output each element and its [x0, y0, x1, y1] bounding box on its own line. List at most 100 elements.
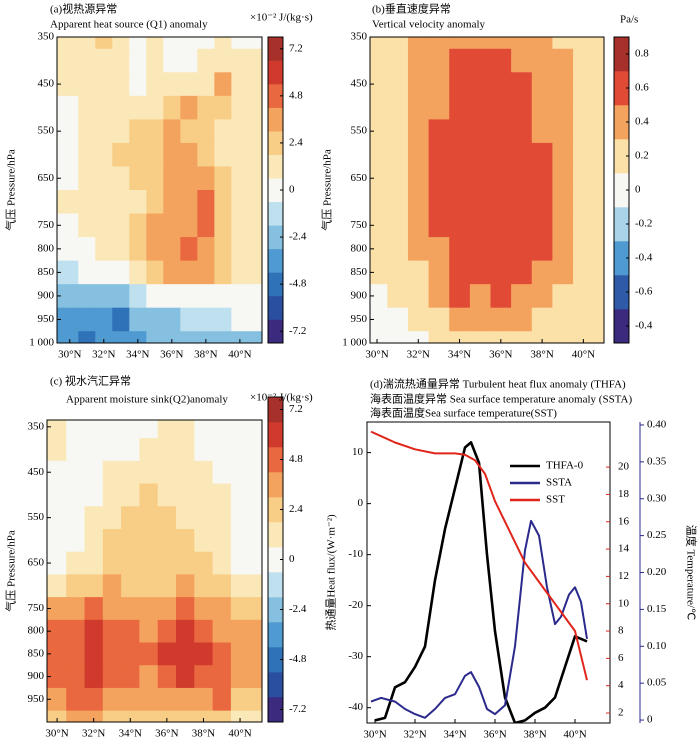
cell	[102, 619, 122, 643]
colorbar-tick-label: 2.4	[289, 136, 303, 148]
cell	[552, 72, 574, 97]
cell	[230, 574, 263, 598]
cell	[57, 331, 79, 344]
y-tick-label: 350	[28, 420, 45, 432]
cell	[387, 166, 409, 191]
cell	[428, 166, 450, 191]
cell	[47, 710, 67, 723]
cell	[146, 142, 164, 167]
cell	[428, 213, 450, 238]
cell	[407, 307, 430, 332]
cell	[197, 331, 215, 344]
cell	[146, 37, 164, 50]
cell	[139, 619, 159, 643]
y-axis-label: 气压 Pressure/hPa	[320, 149, 334, 231]
cell	[370, 95, 388, 120]
cell	[180, 95, 198, 120]
cell	[230, 665, 263, 689]
cell	[230, 597, 263, 621]
cell	[121, 687, 140, 712]
cell	[157, 506, 177, 530]
cell	[78, 48, 96, 73]
units: ×10⁻² J/(kg·s)	[250, 392, 313, 404]
cell	[47, 460, 67, 484]
cell	[387, 331, 409, 344]
colorbar-bin	[268, 572, 283, 598]
cell	[139, 597, 159, 621]
cell	[552, 37, 574, 50]
cell	[194, 574, 213, 598]
cell	[112, 72, 130, 97]
cell	[511, 213, 533, 238]
cell	[370, 284, 388, 309]
cell	[112, 95, 130, 120]
cell	[370, 213, 388, 238]
x-tick-label: 38°N	[523, 729, 546, 741]
y-tick-label: 450	[351, 78, 368, 90]
cell	[449, 166, 471, 191]
y2-tick-label: 2	[618, 707, 624, 719]
cell	[469, 95, 491, 120]
cell	[157, 483, 177, 507]
cell	[163, 284, 181, 309]
y-tick-label: 0	[358, 497, 364, 509]
y-tick-label: 450	[28, 466, 45, 478]
cell	[194, 483, 213, 507]
cell	[573, 307, 605, 332]
cell	[121, 710, 140, 723]
cell	[139, 506, 159, 530]
colorbar-bin	[268, 497, 283, 523]
cell	[197, 142, 215, 167]
cell	[78, 37, 96, 50]
cell	[157, 665, 177, 689]
cell	[212, 420, 232, 439]
cell	[449, 48, 471, 73]
cell	[84, 574, 104, 598]
cell	[95, 307, 113, 332]
cell	[121, 483, 140, 507]
cell	[194, 642, 213, 666]
colorbar-tick-label: 0.8	[635, 48, 649, 60]
cell	[78, 284, 96, 309]
cell	[84, 506, 104, 530]
cell	[163, 48, 181, 73]
cell	[157, 619, 177, 643]
cell	[231, 213, 263, 238]
y-tick-label: 1 000	[342, 337, 367, 349]
cell	[112, 284, 130, 309]
cell	[57, 166, 79, 191]
cell	[449, 284, 471, 309]
cell	[112, 331, 130, 344]
colorbar-tick-label: 0	[289, 553, 295, 565]
cell	[66, 483, 85, 507]
y3-tick-label: 0	[647, 714, 653, 726]
x-tick-label: 34°N	[119, 728, 142, 740]
cell	[180, 213, 198, 238]
cell	[531, 95, 553, 120]
cell	[112, 119, 130, 144]
cell	[407, 237, 430, 262]
cell	[194, 438, 213, 462]
cell	[112, 48, 130, 73]
cell	[469, 307, 491, 332]
cell	[469, 37, 491, 50]
cell	[370, 190, 388, 214]
cell	[180, 331, 198, 344]
cell	[490, 95, 512, 120]
x-tick-label: 36°N	[489, 349, 512, 361]
cell	[428, 95, 450, 120]
cell	[531, 166, 553, 191]
cell	[469, 284, 491, 309]
cell	[214, 72, 232, 97]
colorbar-bin	[268, 107, 283, 132]
cell	[531, 142, 553, 167]
cell	[95, 119, 113, 144]
cell	[66, 619, 85, 643]
cell	[129, 190, 147, 214]
cell	[428, 237, 450, 262]
cell	[78, 190, 96, 214]
cell	[197, 284, 215, 309]
cell	[407, 284, 430, 309]
cell	[163, 260, 181, 285]
colorbar-bin	[268, 295, 283, 320]
